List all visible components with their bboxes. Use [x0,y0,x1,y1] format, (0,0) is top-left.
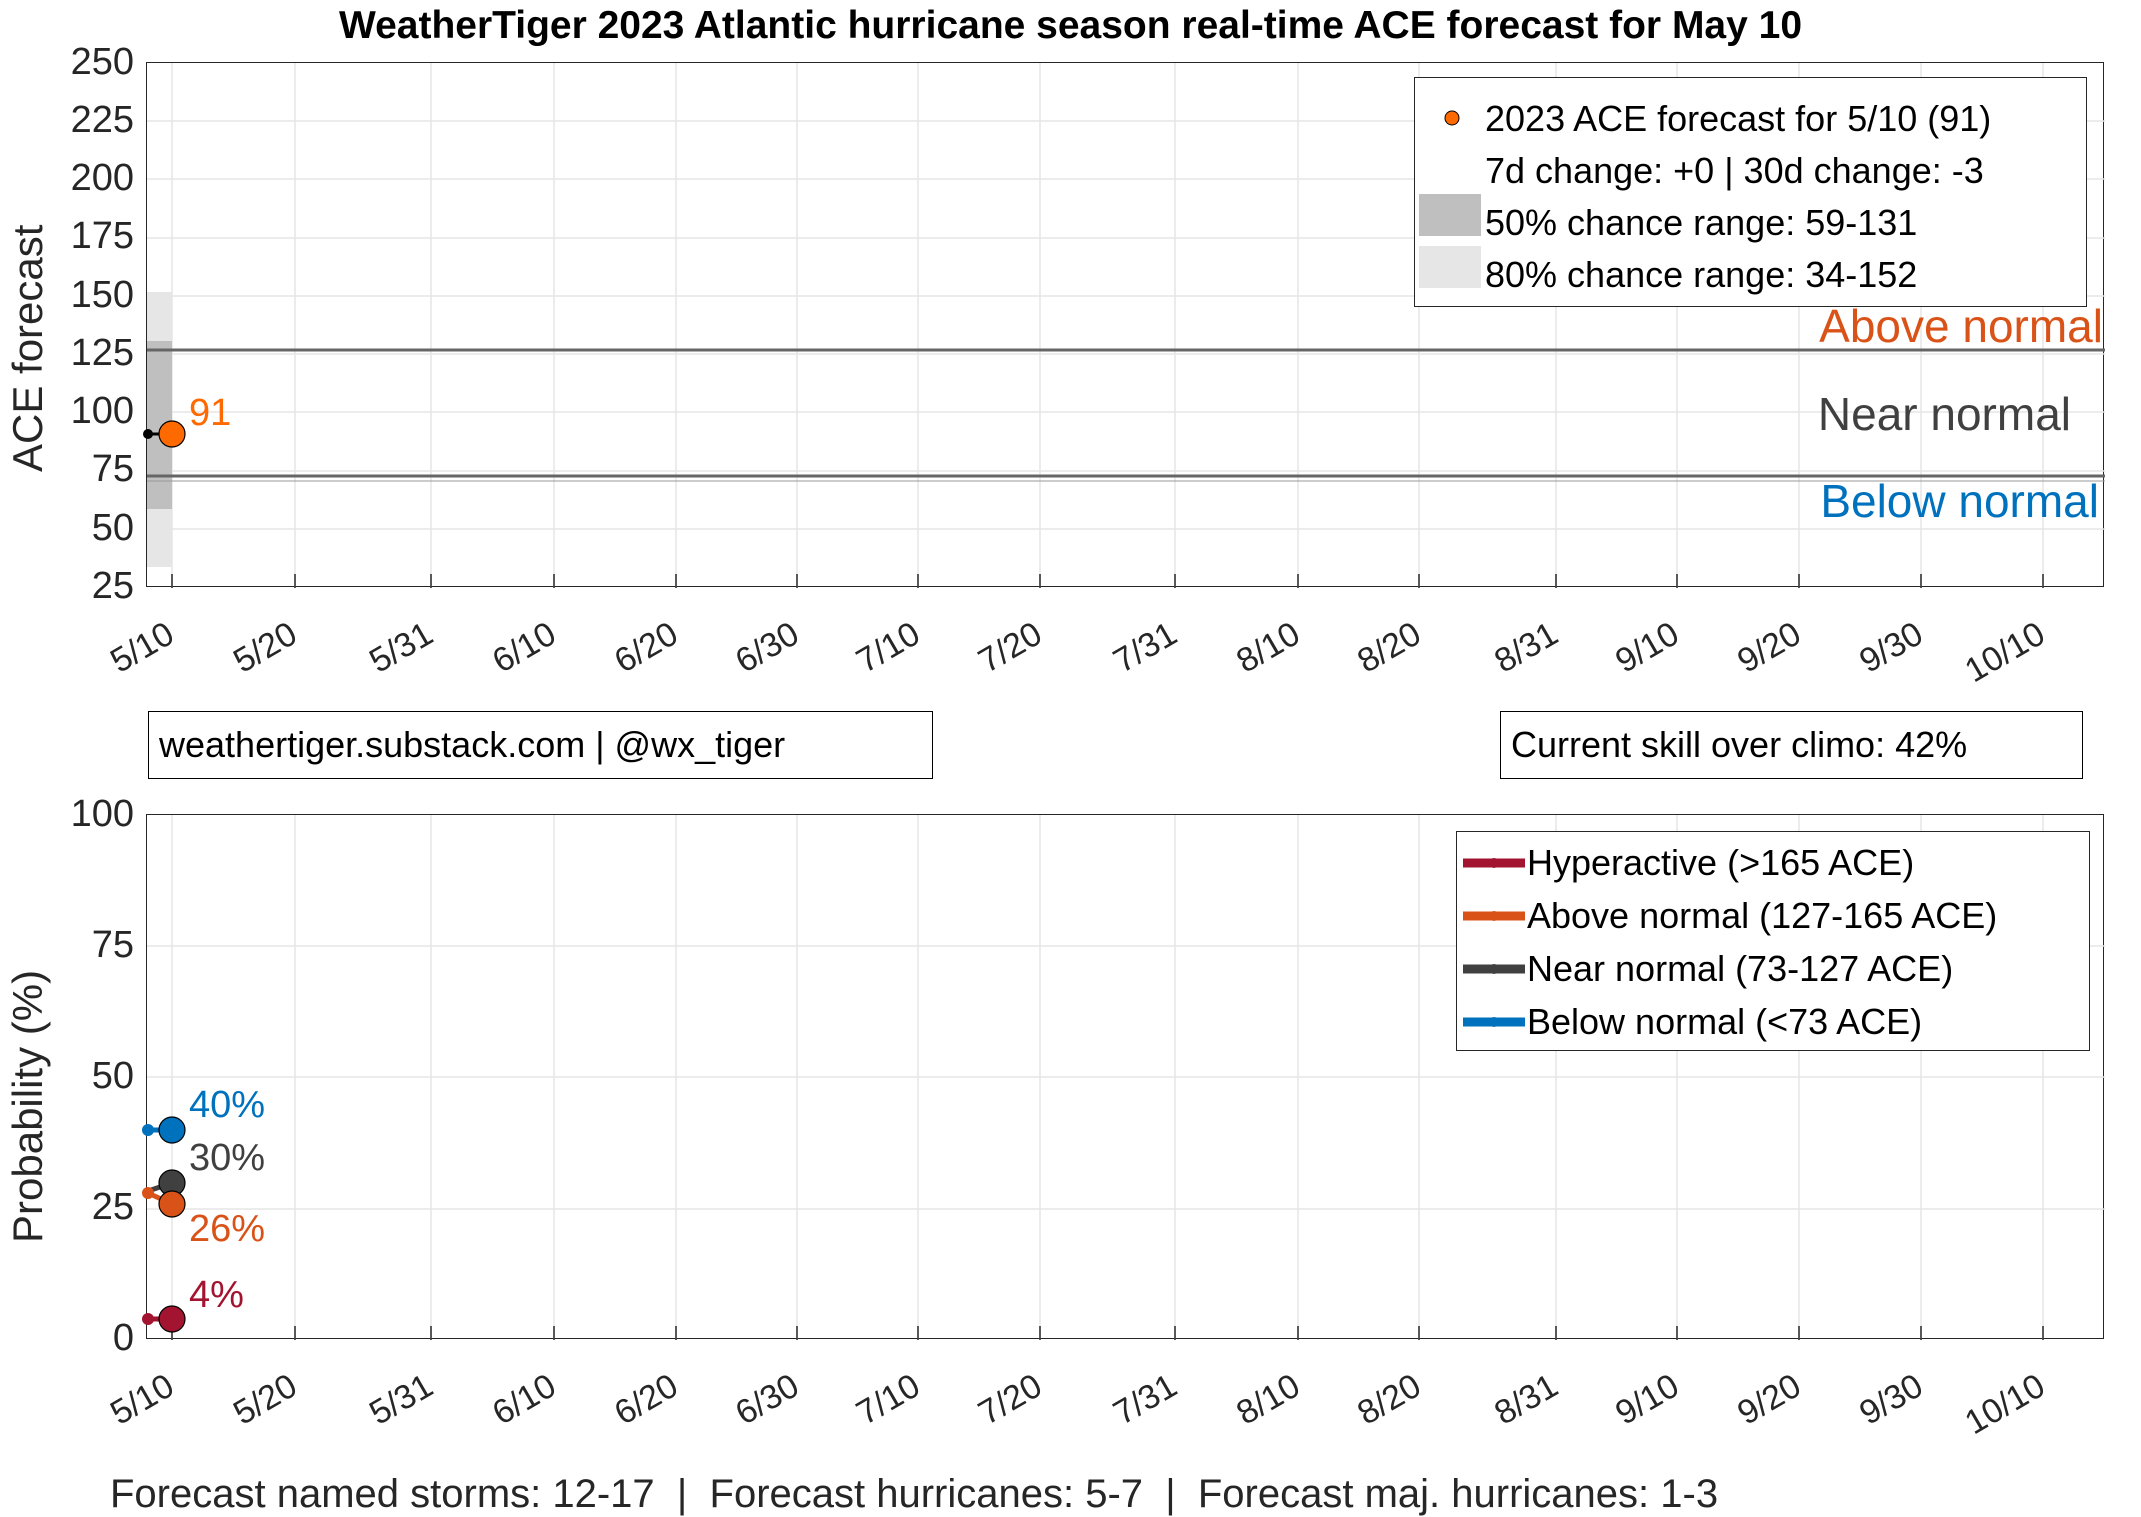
legend-item: Above normal (127-165 ACE) [1527,895,1998,936]
x-tick: 5/10 [104,614,181,681]
near-normal-label: 30% [189,1137,266,1179]
legend-item: 2023 ACE forecast for 5/10 (91) [1485,98,1992,139]
legend-swatches [1419,110,1481,288]
top-plot-area: 91 Above normal Near normal Below normal… [143,62,2105,588]
y-tick: 125 [70,332,134,374]
legend-forecast-dot-icon [1444,110,1460,126]
x-tick: 9/20 [1731,1366,1808,1433]
x-tick: 6/10 [486,1366,563,1433]
x-tick: 6/20 [608,1366,685,1433]
legend-item: 7d change: +0 | 30d change: -3 [1485,150,1984,191]
zone-label-below: Below normal [1820,475,2099,527]
x-tick: 9/30 [1853,1366,1930,1433]
zone-label-above: Above normal [1819,300,2103,352]
x-tick: 9/10 [1609,1366,1686,1433]
x-tick: 5/10 [104,1366,181,1433]
legend-item: 80% chance range: 34-152 [1485,254,1918,295]
y-tick: 150 [70,274,134,316]
y-tick: 25 [91,1186,134,1228]
legend-band50-swatch [1419,194,1481,236]
y-tick: 75 [91,448,134,490]
footer-forecast-counts: Forecast named storms: 12-17 | Forecast … [110,1472,1719,1516]
y-tick: 100 [70,793,134,835]
above-normal-label: 26% [189,1208,266,1250]
y-tick: 250 [70,41,134,83]
zone-label-near: Near normal [1817,388,2071,440]
y-tick: 225 [70,99,134,141]
x-tick: 7/20 [972,614,1049,681]
y-tick: 0 [112,1317,134,1359]
bottom-plot-area: 40% 30% 26% 4% Hyperactive (>165 ACE) Ab… [142,814,2105,1340]
x-tick: 8/20 [1351,1366,1428,1433]
x-tick: 5/31 [363,614,440,681]
x-tick: 5/20 [227,1366,304,1433]
y-tick: 200 [70,157,134,199]
y-tick: 75 [91,924,134,966]
x-tick: 6/20 [608,614,685,681]
x-tick: 8/31 [1488,1366,1565,1433]
legend-item: Below normal (<73 ACE) [1527,1001,1923,1042]
legend-item: Near normal (73-127 ACE) [1527,948,1954,989]
legend-swatches [1463,858,1525,1027]
legend-item: Hyperactive (>165 ACE) [1527,842,1915,883]
x-tick: 9/10 [1609,614,1686,681]
legend-band80-swatch [1419,246,1481,288]
skill-box: Current skill over climo: 42% [1500,711,2083,779]
above-normal-marker [158,1190,186,1218]
below-normal-label: 40% [189,1084,266,1126]
x-tick: 9/30 [1853,614,1930,681]
x-tick: 6/30 [729,614,806,681]
x-tick: 8/20 [1351,614,1428,681]
hyperactive-marker [158,1305,186,1333]
y-tick: 100 [70,390,134,432]
top-legend: 2023 ACE forecast for 5/10 (91) 7d chang… [1414,77,2087,307]
x-tick: 8/10 [1230,614,1307,681]
chart-title: WeatherTiger 2023 Atlantic hurricane sea… [338,4,1803,47]
x-tick: 6/30 [729,1366,806,1433]
x-tick: 7/10 [850,614,927,681]
legend-item: 50% chance range: 59-131 [1485,202,1918,243]
y-tick: 25 [91,565,134,607]
x-tick: 6/10 [486,614,563,681]
x-tick: 7/10 [850,1366,927,1433]
x-tick: 7/31 [1107,614,1184,681]
x-tick: 7/31 [1107,1366,1184,1433]
x-tick: 7/20 [972,1366,1049,1433]
x-tick: 10/10 [1958,1366,2052,1443]
hyperactive-label: 4% [189,1274,244,1316]
y-tick: 50 [91,507,134,549]
top-plot-graphics [143,63,2105,588]
x-tick: 10/10 [1958,614,2052,691]
x-tick: 5/31 [363,1366,440,1433]
forecast-point-marker [158,420,186,448]
x-tick: 5/20 [227,614,304,681]
x-tick: 8/31 [1488,614,1565,681]
attribution-box: weathertiger.substack.com | @wx_tiger [148,711,933,779]
y-tick: 175 [70,215,134,257]
x-tick: 9/20 [1731,614,1808,681]
below-normal-marker [158,1116,186,1144]
forecast-value-label: 91 [189,392,232,434]
y-tick: 50 [91,1055,134,1097]
x-tick: 8/10 [1230,1366,1307,1433]
bottom-legend: Hyperactive (>165 ACE) Above normal (127… [1456,831,2090,1051]
